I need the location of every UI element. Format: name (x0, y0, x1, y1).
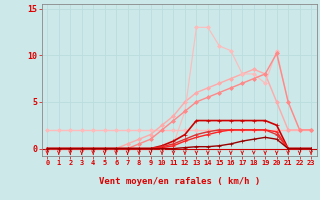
X-axis label: Vent moyen/en rafales ( km/h ): Vent moyen/en rafales ( km/h ) (99, 177, 260, 186)
